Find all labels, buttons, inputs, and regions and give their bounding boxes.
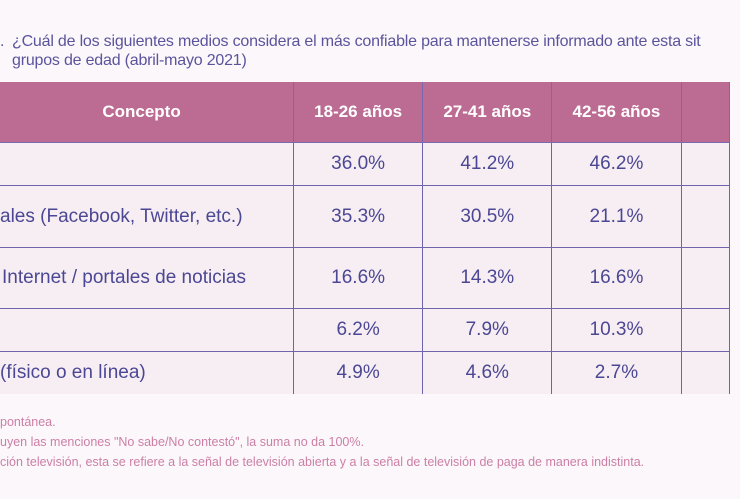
media-trust-table: Concepto 18-26 años 27-41 años 42-56 año… (0, 82, 731, 394)
cell-value: 41.2% (422, 142, 553, 186)
header-42-56: 42-56 años (551, 82, 682, 143)
header-concepto: Concepto (0, 82, 295, 143)
cell-value: 46.2% (551, 142, 682, 186)
footnote-1: pontánea. (0, 415, 56, 429)
cell-value: 4.9% (293, 351, 424, 394)
cell-value: 16.6% (551, 247, 682, 309)
cell-value: 16.6% (293, 247, 424, 309)
title-line-1: ¿Cuál de los siguientes medios considera… (12, 33, 701, 50)
footnote-3: ción televisión, esta se refiere a la se… (0, 455, 645, 469)
figure-number: . (0, 33, 5, 50)
cell-value: 4.6% (422, 351, 553, 394)
cell-value: 10.3% (551, 308, 682, 352)
header-18-26: 18-26 años (293, 82, 424, 143)
cell-cut (680, 247, 731, 309)
cell-value: 35.3% (293, 185, 424, 248)
row-label (0, 308, 295, 352)
cell-cut (680, 185, 731, 248)
row-label (0, 142, 295, 186)
cell-value: 6.2% (293, 308, 424, 352)
cell-value: 36.0% (293, 142, 424, 186)
row-label: ales (Facebook, Twitter, etc.) (0, 185, 295, 248)
title-line-2: grupos de edad (abril-mayo 2021) (12, 52, 247, 69)
table-row: Internet / portales de noticias 16.6% 14… (0, 247, 731, 309)
cell-cut (680, 142, 731, 186)
table-row: (físico o en línea) 4.9% 4.6% 2.7% (0, 351, 731, 394)
header-27-41: 27-41 años (422, 82, 553, 143)
cell-value: 14.3% (422, 247, 553, 309)
cell-value: 2.7% (551, 351, 682, 394)
footnote-2: uyen las menciones "No sabe/No contestó"… (0, 435, 364, 449)
table-row: 6.2% 7.9% 10.3% (0, 308, 731, 352)
header-next (680, 82, 731, 143)
row-label: (físico o en línea) (0, 351, 295, 394)
cell-cut (680, 308, 731, 352)
cell-value: 21.1% (551, 185, 682, 248)
cell-value: 30.5% (422, 185, 553, 248)
header-row: Concepto 18-26 años 27-41 años 42-56 año… (0, 82, 731, 143)
cell-value: 7.9% (422, 308, 553, 352)
table-row: 36.0% 41.2% 46.2% (0, 142, 731, 186)
table-row: ales (Facebook, Twitter, etc.) 35.3% 30.… (0, 185, 731, 248)
cell-cut (680, 351, 731, 394)
row-label: Internet / portales de noticias (0, 247, 295, 309)
